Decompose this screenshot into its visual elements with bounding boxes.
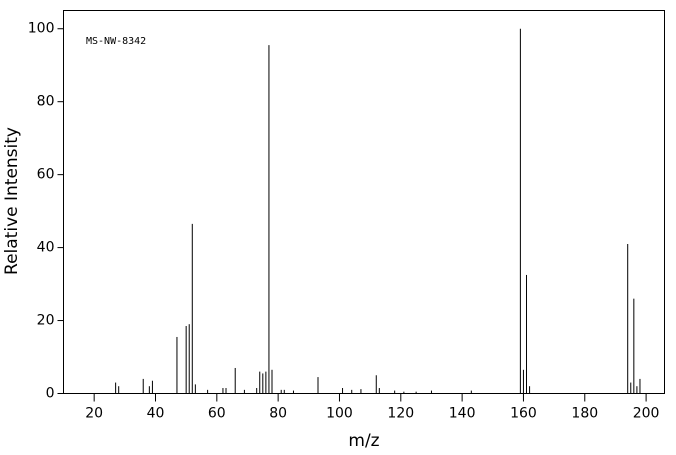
x-tick-label: 20 <box>85 406 103 422</box>
x-tick-label: 120 <box>387 406 414 422</box>
x-tick-label: 40 <box>147 406 165 422</box>
x-tick-label: 80 <box>269 406 287 422</box>
y-tick-label: 40 <box>37 240 55 256</box>
x-tick-label: 140 <box>449 406 476 422</box>
y-tick-label: 80 <box>37 94 55 110</box>
y-axis-label: Relative Intensity <box>2 127 22 275</box>
y-tick-label: 100 <box>28 21 55 37</box>
x-tick-label: 100 <box>326 406 353 422</box>
y-tick-label: 0 <box>46 386 55 402</box>
x-tick-label: 200 <box>633 406 660 422</box>
y-tick-label: 20 <box>37 313 55 329</box>
x-axis-label: m/z <box>348 431 379 451</box>
y-tick-label: 60 <box>37 167 55 183</box>
x-tick-label: 160 <box>510 406 537 422</box>
annotation: MS-NW-8342 <box>86 36 146 47</box>
x-tick-label: 180 <box>571 406 598 422</box>
x-tick-label: 60 <box>208 406 226 422</box>
plot-frame <box>63 10 665 394</box>
